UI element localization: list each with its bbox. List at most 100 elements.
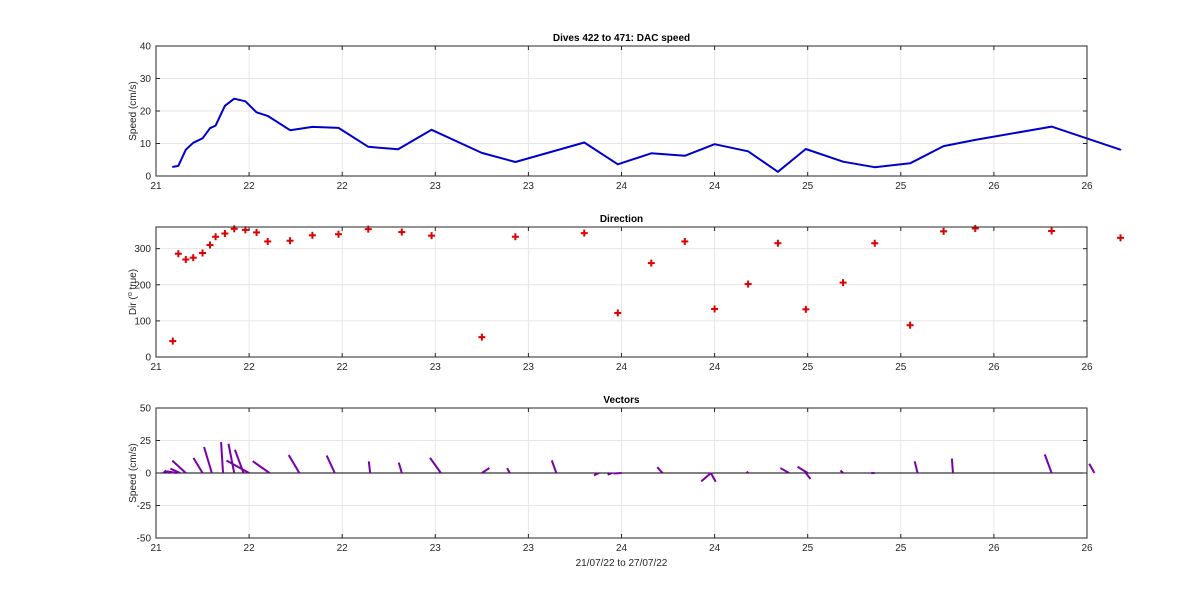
- vectors-xtick-label: 26: [988, 543, 1000, 554]
- vectors-ytick-label: -25: [137, 501, 152, 512]
- speed-point: [650, 152, 653, 155]
- speed-point: [177, 165, 180, 167]
- direction-marker: [906, 321, 914, 329]
- speed-ytick-label: 30: [140, 74, 152, 85]
- vector-arrow: [506, 467, 511, 474]
- speed-point: [514, 161, 517, 163]
- direction-marker: [182, 256, 190, 263]
- vector-arrow: [779, 467, 790, 474]
- vector-arrow: [797, 465, 809, 474]
- vector-arrow: [700, 472, 712, 483]
- ylabel-part-c: true): [128, 269, 139, 292]
- direction-xtick-label: 22: [337, 362, 349, 373]
- direction-xtick-label: 24: [709, 362, 721, 373]
- vectors-xlabel: 21/07/22 to 27/07/22: [576, 558, 668, 569]
- speed-point: [873, 166, 876, 169]
- vector-arrow: [225, 459, 250, 474]
- vector-arrow: [220, 441, 225, 474]
- speed-panel: 21 22 22 23 23 24 24 25 25 26 26 0 10 20 30 40 Dives 422…: [128, 33, 1122, 192]
- direction-ytick-label: 100: [134, 316, 151, 327]
- vector-arrow: [913, 461, 919, 474]
- speed-point: [842, 160, 844, 163]
- speed-ytick-label: 40: [140, 42, 152, 53]
- direction-marker: [264, 237, 272, 245]
- direction-marker: [478, 333, 486, 341]
- vectors-title: Vectors: [603, 395, 640, 406]
- speed-point: [397, 148, 399, 151]
- speed-point: [942, 145, 945, 147]
- vector-arrow: [805, 472, 812, 480]
- direction-marker: [428, 232, 436, 240]
- speed-point: [337, 127, 340, 129]
- speed-ytick-label: 10: [140, 139, 152, 150]
- vector-arrow: [397, 462, 403, 474]
- vector-arrow: [325, 455, 336, 474]
- direction-marker: [230, 225, 238, 233]
- vector-arrow: [950, 458, 954, 474]
- speed-point: [583, 141, 586, 144]
- direction-marker: [711, 305, 719, 313]
- direction-marker: [286, 237, 294, 245]
- speed-point: [616, 163, 619, 166]
- speed-point: [684, 155, 686, 157]
- direction-marker: [940, 227, 948, 235]
- speed-xtick-label: 26: [988, 181, 1000, 192]
- speed-point: [367, 145, 370, 148]
- speed-point: [974, 139, 977, 141]
- direction-xtick-label: 23: [523, 362, 535, 373]
- direction-marker: [971, 224, 979, 232]
- vectors-panel: 21 22 22 23 23 24 24 25 25 26 26 -50 -25 0 25 50 Vectors…: [128, 395, 1096, 569]
- speed-ylabel: Speed (cm/s): [128, 81, 139, 140]
- direction-panel: 21 22 22 23 23 24 24 25 25 26 26 0 100 200 300 Directio…: [127, 214, 1125, 373]
- direction-marker: [212, 233, 220, 241]
- direction-xtick-label: 26: [988, 362, 1000, 373]
- vector-arrow: [656, 466, 664, 474]
- speed-point: [1119, 148, 1122, 151]
- speed-ytick-label: 20: [140, 107, 152, 118]
- direction-marker: [334, 230, 342, 238]
- direction-marker: [580, 229, 588, 237]
- vectors-ytick-label: -50: [137, 534, 152, 545]
- speed-point: [481, 152, 483, 154]
- speed-point: [184, 148, 187, 151]
- vectors-xtick-label: 24: [709, 543, 721, 554]
- direction-marker: [1048, 227, 1056, 235]
- direction-marker: [1117, 234, 1125, 242]
- direction-marker: [839, 279, 847, 287]
- speed-point: [430, 129, 433, 131]
- vector-arrow: [367, 461, 372, 474]
- speed-point: [289, 129, 291, 131]
- vectors-xtick-label: 22: [337, 543, 349, 554]
- speed-xtick-label: 22: [244, 181, 256, 192]
- direction-marker: [253, 228, 261, 236]
- vectors-ylabel: Speed (cm/s): [128, 443, 139, 502]
- speed-point: [214, 124, 217, 127]
- vectors-xtick-label: 25: [802, 543, 814, 554]
- speed-ytick-label: 0: [145, 172, 151, 183]
- direction-marker: [174, 250, 182, 258]
- speed-point: [201, 137, 204, 140]
- direction-marker: [241, 226, 249, 234]
- speed-point: [244, 100, 247, 103]
- direction-xtick-label: 24: [616, 362, 628, 373]
- vector-arrow: [745, 470, 749, 474]
- speed-xtick-label: 22: [337, 181, 349, 192]
- speed-xtick-label: 21: [150, 181, 162, 192]
- speed-point: [777, 170, 779, 173]
- ylabel-degree-symbol: o: [127, 292, 134, 296]
- vector-arrow: [481, 467, 491, 474]
- vectors-xtick-label: 23: [523, 543, 535, 554]
- speed-point: [1050, 125, 1053, 128]
- speed-point: [255, 111, 258, 114]
- speed-point: [171, 166, 174, 168]
- direction-marker: [221, 230, 229, 237]
- direction-marker: [774, 239, 782, 247]
- direction-marker: [308, 231, 316, 239]
- vector-arrow: [550, 460, 558, 474]
- vectors-xtick-label: 26: [1081, 543, 1093, 554]
- speed-point: [747, 150, 749, 153]
- vector-arrow: [170, 467, 181, 474]
- vector-arrow: [171, 459, 187, 474]
- vectors-ytick-label: 50: [140, 404, 152, 415]
